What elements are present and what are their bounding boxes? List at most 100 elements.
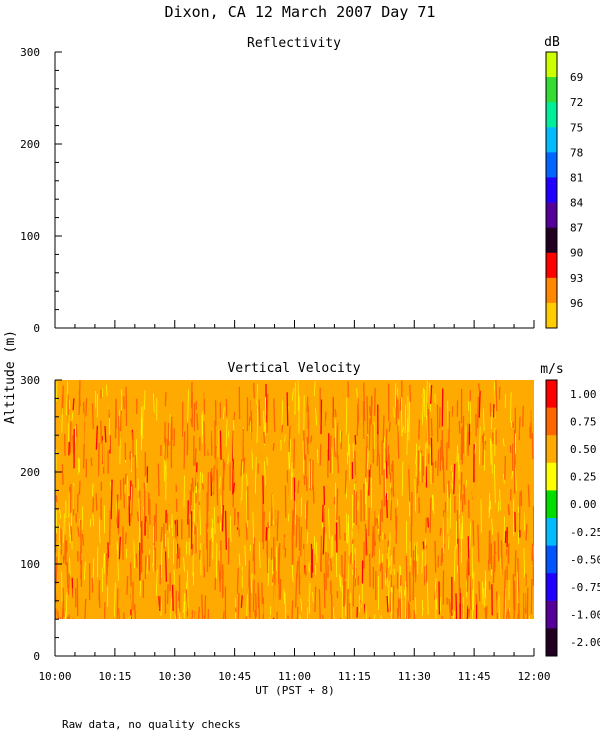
velocity-streak (284, 592, 286, 619)
velocity-streak (456, 445, 458, 462)
velocity-streak (81, 506, 83, 531)
velocity-streak (373, 388, 376, 416)
velocity-streak (349, 552, 352, 564)
velocity-streak (138, 529, 140, 551)
velocity-streak (130, 615, 132, 619)
x-axis-label: UT (PST + 8) (255, 684, 334, 697)
velocity-streak (97, 442, 100, 477)
figure-title: Dixon, CA 12 March 2007 Day 71 (165, 3, 436, 21)
velocity-streak (221, 505, 225, 532)
velocity-streak (139, 575, 142, 597)
velocity-streak (458, 565, 461, 604)
velocity-streak (84, 598, 87, 619)
reflectivity-panel: Reflectivity 0 100 200 300 dB 69 72 75 78 81 84 8… (20, 35, 583, 335)
velocity-streak (476, 427, 479, 452)
velocity-streak (103, 553, 106, 574)
velocity-streak (441, 430, 444, 470)
velocity-streak (262, 511, 265, 550)
velocity-streak (383, 380, 386, 416)
velocity-streak (114, 578, 116, 617)
velocity-streak (459, 518, 461, 539)
velocity-streak (157, 463, 160, 497)
velocity-streak (283, 534, 286, 550)
y-tick-label: 300 (20, 374, 40, 387)
velocity-streak (363, 382, 366, 421)
velocity-streak (347, 515, 349, 544)
velocity-streak (453, 463, 456, 495)
velocity-streak (474, 442, 477, 454)
velocity-streak (331, 447, 334, 474)
x-tick-label: 10:30 (158, 670, 191, 683)
velocity-streak (242, 544, 246, 578)
velocity-streak (241, 461, 243, 501)
velocity-streak (78, 480, 81, 495)
colorbar-swatch (546, 302, 557, 329)
velocity-streak (185, 553, 187, 569)
velocity-streak (324, 411, 327, 427)
velocity-streak (318, 589, 321, 619)
velocity-streak (294, 492, 297, 525)
velocity-streak (442, 516, 445, 544)
velocity-streak (266, 393, 269, 433)
colorbar-label: 81 (570, 171, 583, 184)
velocity-streak (485, 399, 488, 423)
velocity-streak (522, 405, 524, 427)
velocity-streak (117, 608, 121, 619)
footnote: Raw data, no quality checks (62, 718, 241, 731)
colorbar-swatch (546, 277, 557, 304)
velocity-streak (405, 460, 408, 491)
velocity-streak (78, 444, 81, 468)
velocity-streak (244, 545, 246, 566)
colorbar-label: 84 (570, 197, 584, 210)
velocity-streak (152, 574, 155, 585)
velocity-streak (218, 560, 221, 583)
velocity-streak (503, 589, 506, 619)
velocity-streak (384, 538, 387, 567)
velocity-streak (107, 557, 110, 587)
velocity-streak (322, 526, 325, 555)
velocity-streak (55, 556, 58, 585)
velocity-streak (525, 493, 528, 510)
velocity-streak (485, 444, 488, 458)
velocity-streak (126, 384, 129, 411)
velocity-streak (85, 397, 88, 417)
velocity-streak (273, 585, 276, 615)
velocity-streak (104, 425, 107, 443)
x-tick-label: 10:00 (38, 670, 71, 683)
velocity-streak (505, 611, 509, 619)
velocity-streak (199, 471, 201, 502)
velocity-streak (100, 420, 103, 444)
velocity-streak (194, 587, 197, 607)
velocity-streak (241, 512, 245, 521)
y-axis-label: Altitude (m) (3, 330, 18, 424)
velocity-streak (455, 593, 458, 619)
velocity-streak (443, 510, 446, 549)
velocity-streak (393, 588, 396, 619)
velocity-streak (506, 488, 509, 508)
velocity-streak (336, 612, 339, 619)
colorbar-swatch (546, 252, 557, 279)
colorbar-swatch (546, 152, 557, 178)
x-tick-label: 11:30 (398, 670, 431, 683)
velocity-streak (255, 456, 257, 494)
velocity-streak (251, 449, 253, 470)
velocity-streak (328, 553, 331, 565)
velocity-streak (334, 419, 337, 452)
velocity-streak (461, 511, 464, 540)
velocity-streak (527, 484, 530, 508)
velocity-streak (472, 520, 475, 546)
velocity-streak (409, 384, 412, 403)
velocity-streak (63, 513, 65, 544)
velocity-streak (469, 575, 472, 610)
velocity-streak (81, 534, 85, 546)
velocity-streak (201, 483, 204, 490)
velocity-streak (476, 396, 479, 433)
velocity-streak (504, 587, 506, 619)
velocity-streak (307, 417, 311, 444)
velocity-streak (503, 474, 505, 484)
velocity-streak (62, 587, 65, 617)
velocity-streak (240, 430, 243, 447)
colorbar-swatch (546, 227, 557, 254)
velocity-streak (238, 553, 241, 566)
velocity-streak (265, 527, 268, 541)
